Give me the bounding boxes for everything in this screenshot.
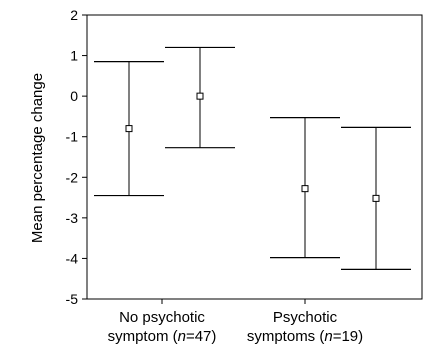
y-tick-label: -1: [66, 129, 79, 145]
error-bars-group: [94, 46, 411, 270]
y-axis-group: 2 1 0 -1 -2 -3 -4 -5: [66, 7, 87, 307]
y-tick-label: -4: [66, 250, 79, 266]
y-axis-label: Mean percentage change: [29, 73, 46, 243]
plot-frame: [86, 14, 423, 300]
mean-marker: [196, 92, 204, 100]
x-category-label-line1: Psychotic: [273, 309, 338, 326]
y-tick-label: -3: [66, 210, 79, 226]
x-axis-group: No psychotic symptom (n=47) Psychotic sympt…: [108, 299, 363, 345]
x-category-label-line2: symptoms (n=19): [247, 328, 363, 345]
plot-frame-group: [86, 14, 423, 300]
y-tick-label: 2: [70, 7, 78, 23]
mean-marker: [125, 125, 133, 133]
y-tick-label: 0: [70, 88, 78, 104]
y-tick-label: 1: [70, 48, 78, 64]
mean-marker: [372, 194, 380, 202]
y-tick-label: -5: [66, 291, 79, 307]
y-tick-label: -2: [66, 169, 79, 185]
x-category-label-line2: symptom (n=47): [108, 328, 217, 345]
error-bar: [165, 46, 235, 149]
error-bar: [270, 117, 340, 259]
error-bar: [341, 126, 411, 270]
x-category-label-line1: No psychotic: [119, 309, 205, 326]
error-bar: [94, 61, 164, 197]
mean-marker: [301, 185, 309, 193]
